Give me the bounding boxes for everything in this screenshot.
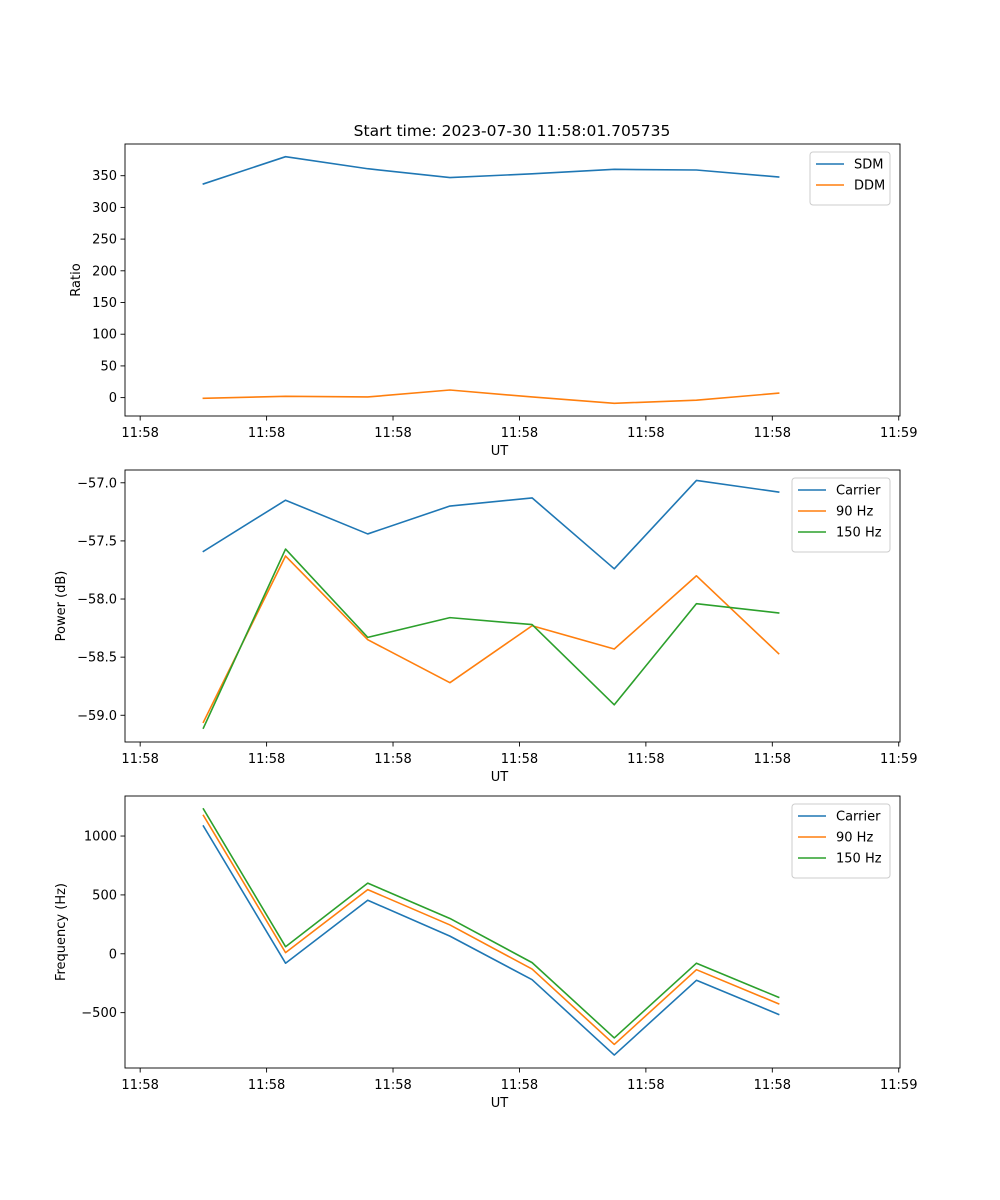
subplot-2: 11:58 11:58 11:58 11:58 11:58 11:58 11:59 −59.0…: [54, 469, 917, 785]
x-tick-label: 11:59: [880, 426, 917, 441]
y-tick-label: −57.0: [77, 476, 117, 491]
x-tick-label: 11:58: [754, 1078, 791, 1093]
x-tick-label: 11:58: [248, 752, 285, 767]
y-tick-label: 350: [92, 169, 117, 184]
axes-frame: [124, 469, 901, 743]
series-line-150-hz: [202, 807, 780, 1039]
x-tick-label: 11:58: [248, 1078, 285, 1093]
series-line-sdm: [202, 155, 780, 185]
legend-label-ddm: DDM: [854, 179, 885, 194]
legend-label-90-hz: 90 Hz: [836, 831, 873, 846]
legend-box: [809, 151, 891, 206]
y-tick-label: 100: [92, 328, 117, 343]
legend-label-carrier: Carrier: [836, 810, 881, 825]
y-tick-label: 0: [109, 391, 117, 406]
x-tick-label: 11:58: [754, 426, 791, 441]
legend-label-carrier: Carrier: [836, 484, 881, 499]
x-axis-label: UT: [491, 1096, 509, 1111]
x-tick-label: 11:59: [880, 1078, 917, 1093]
x-axis-label: UT: [491, 770, 509, 785]
y-tick-label: −500: [81, 1006, 117, 1021]
x-tick-label: 11:58: [627, 426, 664, 441]
legend-box: [791, 803, 891, 879]
x-tick-label: 11:59: [880, 752, 917, 767]
x-tick-label: 11:58: [121, 1078, 158, 1093]
x-tick-label: 11:58: [374, 752, 411, 767]
legend: Carrier 90 Hz 150 Hz: [791, 803, 891, 879]
series-line-90-hz: [202, 555, 780, 724]
x-axis-label: UT: [491, 444, 509, 459]
legend-box: [791, 477, 891, 553]
x-tick-label: 11:58: [374, 426, 411, 441]
x-tick-label: 11:58: [121, 752, 158, 767]
y-axis-label: Power (dB): [54, 571, 69, 642]
y-tick-label: 250: [92, 233, 117, 248]
y-tick-label: 1000: [84, 830, 117, 845]
series-line-carrier: [202, 479, 780, 570]
y-axis-label: Frequency (Hz): [54, 883, 69, 981]
legend: SDM DDM: [809, 151, 891, 206]
subplot-3: 11:58 11:58 11:58 11:58 11:58 11:58 11:59 −500 0…: [54, 795, 917, 1111]
series-line-ddm: [202, 389, 780, 405]
legend-label-90-hz: 90 Hz: [836, 505, 873, 520]
y-tick-label: −59.0: [77, 709, 117, 724]
x-tick-label: 11:58: [501, 1078, 538, 1093]
axes-frame: [124, 143, 901, 417]
subplots: 11:58 11:58 11:58 11:58 11:58 11:58 11:59 0 50 10…: [54, 143, 917, 1111]
y-tick-label: −58.5: [77, 651, 117, 666]
x-tick-label: 11:58: [627, 752, 664, 767]
y-tick-label: −58.0: [77, 593, 117, 608]
x-tick-label: 11:58: [374, 1078, 411, 1093]
figure-title: Start time: 2023-07-30 11:58:01.705735: [354, 122, 671, 140]
axes-frame: [124, 795, 901, 1069]
y-axis-label: Ratio: [69, 263, 84, 296]
y-tick-label: 150: [92, 296, 117, 311]
y-tick-label: 200: [92, 264, 117, 279]
x-tick-label: 11:58: [501, 752, 538, 767]
x-tick-label: 11:58: [248, 426, 285, 441]
legend-label-150-hz: 150 Hz: [836, 852, 882, 867]
legend: Carrier 90 Hz 150 Hz: [791, 477, 891, 553]
x-tick-label: 11:58: [754, 752, 791, 767]
series-line-carrier: [202, 824, 780, 1056]
legend-label-150-hz: 150 Hz: [836, 526, 882, 541]
series-line-90-hz: [202, 814, 780, 1046]
series-line-150-hz: [202, 548, 780, 730]
x-tick-label: 11:58: [501, 426, 538, 441]
subplot-1: 11:58 11:58 11:58 11:58 11:58 11:58 11:59 0 50 10…: [69, 143, 917, 459]
y-tick-label: −57.5: [77, 534, 117, 549]
y-tick-label: 50: [100, 359, 117, 374]
legend-label-sdm: SDM: [854, 158, 883, 173]
y-tick-label: 500: [92, 888, 117, 903]
y-tick-label: 300: [92, 201, 117, 216]
x-tick-label: 11:58: [627, 1078, 664, 1093]
y-tick-label: 0: [109, 947, 117, 962]
x-tick-label: 11:58: [121, 426, 158, 441]
